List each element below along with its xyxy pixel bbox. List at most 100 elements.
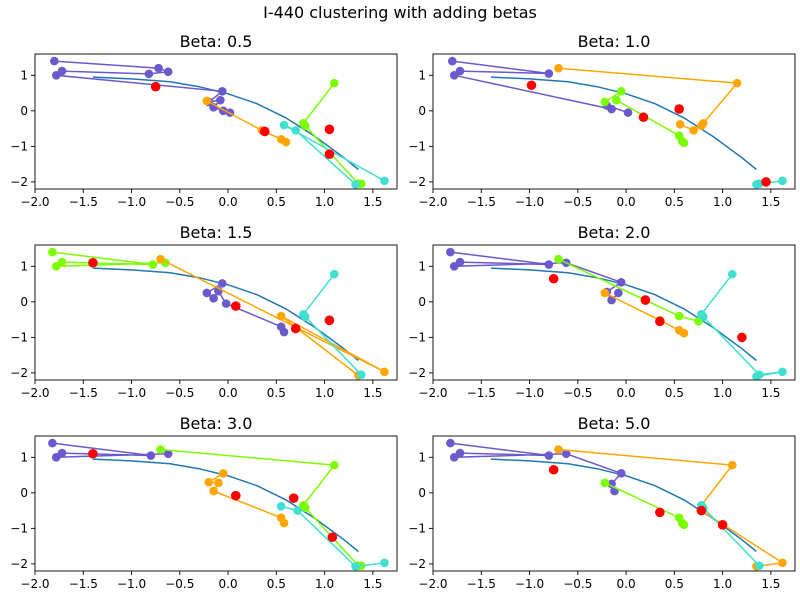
x-tick-label: −2.0 bbox=[418, 577, 447, 591]
series-lime-point bbox=[600, 478, 610, 488]
subplot-title: Beta: 3.0 bbox=[180, 414, 253, 433]
centroid-point bbox=[327, 532, 338, 543]
y-tick-label: 1 bbox=[418, 68, 426, 82]
x-tick-label: 0.5 bbox=[665, 577, 684, 591]
reference-curve bbox=[92, 76, 359, 171]
series-cyan-point bbox=[698, 312, 708, 322]
series-cyan-point bbox=[329, 269, 339, 279]
series-orange-point bbox=[554, 445, 563, 454]
series-purple-point bbox=[623, 108, 633, 117]
y-tick-label: −2 bbox=[10, 175, 28, 189]
axes-frame bbox=[432, 435, 796, 572]
series-cyan-point bbox=[778, 176, 787, 186]
x-tick-label: −2.0 bbox=[20, 386, 49, 400]
x-tick-label: −2.0 bbox=[20, 577, 49, 591]
series-orange-point bbox=[218, 469, 228, 478]
y-tick-label: −1 bbox=[408, 521, 426, 535]
x-tick-label: 0.5 bbox=[267, 577, 286, 591]
series-cyan-point bbox=[351, 180, 360, 189]
series-lime-point bbox=[51, 262, 61, 271]
series-orange-point bbox=[281, 137, 291, 147]
series-purple-point bbox=[217, 279, 227, 288]
series-orange-point bbox=[204, 477, 214, 487]
series-orange-line bbox=[160, 258, 385, 376]
centroid-point bbox=[259, 126, 270, 137]
series-cyan-point bbox=[754, 561, 764, 570]
centroid-point bbox=[290, 323, 301, 334]
series-cyan-line bbox=[700, 273, 783, 378]
series-cyan-point bbox=[291, 126, 300, 135]
series-cyan-point bbox=[279, 120, 289, 130]
series-purple-point bbox=[449, 262, 459, 271]
x-tick-label: −2.0 bbox=[418, 386, 447, 400]
y-tick-label: −2 bbox=[408, 175, 426, 189]
series-purple-point bbox=[154, 63, 163, 73]
y-tick-label: 0 bbox=[20, 104, 28, 118]
x-tick-label: −1.5 bbox=[69, 386, 98, 400]
x-tick-label: 0.0 bbox=[219, 577, 238, 591]
axes-frame bbox=[34, 435, 398, 572]
series-orange-point bbox=[778, 558, 787, 568]
series-purple-point bbox=[544, 451, 554, 460]
x-tick-label: −1.5 bbox=[69, 195, 98, 209]
series-cyan-point bbox=[380, 176, 389, 186]
series-lime-point bbox=[329, 460, 339, 470]
series-orange-point bbox=[732, 78, 742, 88]
series-purple-point bbox=[144, 69, 154, 79]
y-tick-label: −1 bbox=[10, 521, 28, 535]
plot-area bbox=[50, 56, 389, 189]
centroid-point bbox=[288, 493, 299, 503]
x-tick-label: −1.0 bbox=[515, 577, 544, 591]
reference-curve bbox=[490, 458, 757, 553]
series-orange-point bbox=[675, 120, 685, 129]
centroid-point bbox=[761, 177, 771, 187]
series-purple-point bbox=[448, 56, 457, 66]
y-tick-label: 0 bbox=[418, 295, 426, 309]
x-tick-label: 1.0 bbox=[713, 577, 732, 591]
axes-frame bbox=[34, 244, 398, 381]
x-tick-label: −0.5 bbox=[165, 195, 194, 209]
series-lime-point bbox=[616, 87, 626, 96]
series-cyan-point bbox=[380, 558, 389, 568]
centroid-point bbox=[88, 257, 98, 268]
series-purple-point bbox=[607, 479, 616, 489]
x-tick-label: −1.0 bbox=[515, 386, 544, 400]
series-purple-point bbox=[544, 69, 554, 78]
x-tick-label: 0.0 bbox=[219, 195, 238, 209]
x-tick-label: 0.5 bbox=[665, 386, 684, 400]
centroid-point bbox=[324, 124, 335, 135]
series-lime-point bbox=[674, 311, 684, 321]
series-orange-point bbox=[209, 486, 218, 496]
series-orange-point bbox=[276, 311, 286, 321]
x-tick-label: 0.0 bbox=[219, 386, 238, 400]
y-tick-label: −1 bbox=[408, 330, 426, 344]
y-tick-label: 0 bbox=[418, 486, 426, 500]
series-lime-point bbox=[679, 138, 689, 148]
series-orange-point bbox=[689, 126, 698, 135]
centroid-point bbox=[548, 273, 559, 284]
y-tick-label: −2 bbox=[408, 557, 426, 571]
reference-curve bbox=[92, 458, 359, 553]
series-purple-point bbox=[616, 469, 626, 478]
series-purple-point bbox=[50, 56, 59, 66]
centroid-point bbox=[674, 104, 684, 114]
series-cyan-point bbox=[351, 562, 360, 571]
subplot-6: Beta: 5.0 −2.0 −1.5 −1.0 −0.5 0.0 0.5 1.0 1.5 −2 −… bbox=[408, 414, 796, 591]
x-tick-label: −2.0 bbox=[418, 195, 447, 209]
subplot-title: Beta: 0.5 bbox=[180, 32, 253, 51]
axes-frame bbox=[432, 53, 796, 190]
series-orange-point bbox=[679, 328, 689, 338]
series-orange-point bbox=[202, 96, 212, 106]
x-tick-label: 0.0 bbox=[617, 577, 636, 591]
series-cyan-point bbox=[356, 370, 366, 379]
x-tick-label: −0.5 bbox=[563, 195, 592, 209]
series-orange-point bbox=[727, 460, 737, 470]
series-purple-point bbox=[446, 438, 455, 448]
series-purple-point bbox=[446, 247, 455, 257]
y-tick-label: 1 bbox=[20, 259, 28, 273]
series-cyan-point bbox=[778, 367, 787, 377]
x-tick-label: −1.5 bbox=[467, 577, 496, 591]
subplot-title: Beta: 5.0 bbox=[578, 414, 651, 433]
y-tick-label: 0 bbox=[20, 486, 28, 500]
series-cyan-line bbox=[283, 124, 385, 185]
